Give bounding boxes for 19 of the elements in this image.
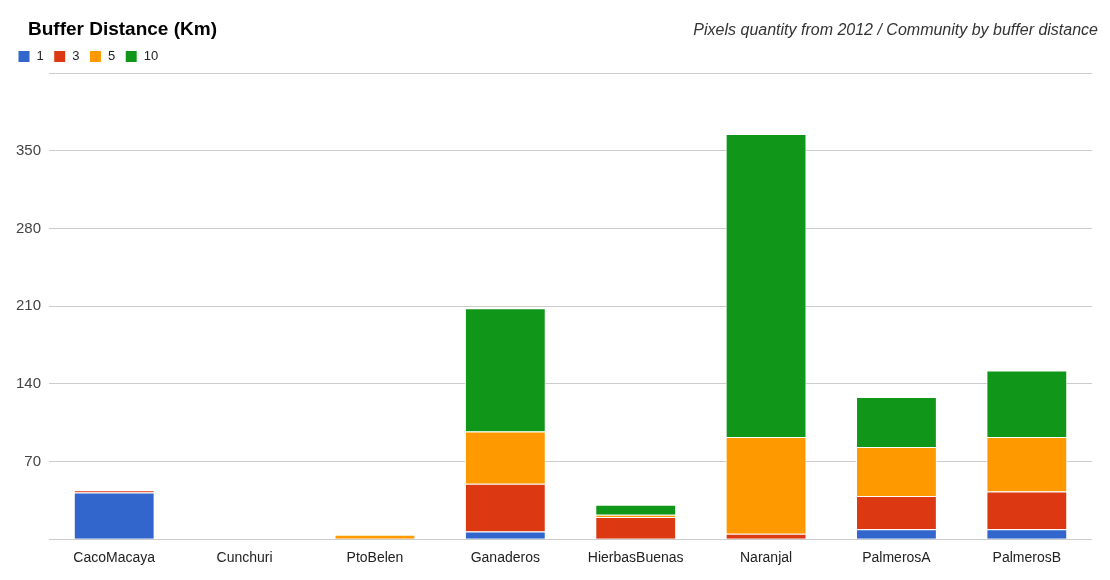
x-tick-label: PtoBelen <box>346 549 404 566</box>
y-tick-label: 140 <box>16 373 42 391</box>
x-tick-label: HierbasBuenas <box>587 549 684 566</box>
y-tick-label: 70 <box>24 451 42 469</box>
x-tick-label: CacoMacaya <box>73 549 156 566</box>
chart-subtitle: Pixels quantity from 2012 / Community by buffer distance <box>693 21 1098 39</box>
x-tick-label: PalmerosB <box>992 549 1062 566</box>
x-tick-label: Naranjal <box>740 549 793 566</box>
y-tick-label: 350 <box>16 140 42 158</box>
x-tick-label: PalmerosA <box>862 549 932 566</box>
legend-label: 10 <box>143 48 159 64</box>
legend-label: 5 <box>107 48 116 64</box>
legend-label: 1 <box>36 48 44 64</box>
y-tick-label: 280 <box>16 218 42 236</box>
x-tick-label: Cunchuri <box>216 549 273 566</box>
legend-label: 3 <box>72 48 80 64</box>
y-tick-label: 210 <box>16 296 42 314</box>
x-tick-label: Ganaderos <box>470 549 540 566</box>
chart-title: Buffer Distance (Km) <box>28 18 217 40</box>
